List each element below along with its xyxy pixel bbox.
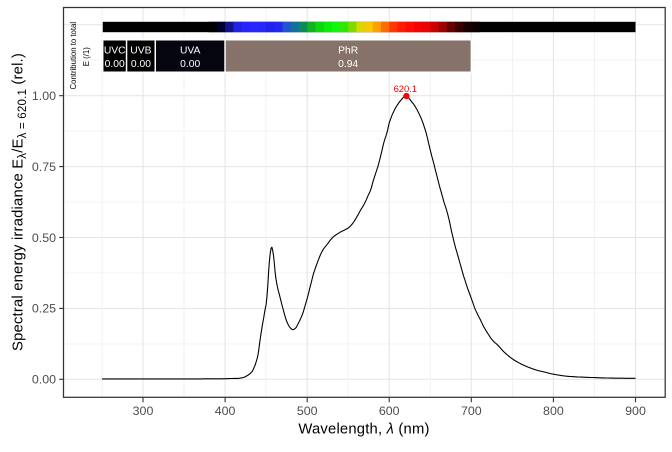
svg-text:800: 800 (543, 404, 564, 418)
svg-text:400: 400 (215, 404, 236, 418)
svg-text:0.00: 0.00 (105, 59, 125, 70)
svg-text:UVC: UVC (104, 45, 126, 56)
svg-text:1.00: 1.00 (32, 89, 56, 103)
svg-text:700: 700 (461, 404, 482, 418)
svg-text:0.75: 0.75 (32, 160, 56, 174)
svg-text:900: 900 (625, 404, 646, 418)
svg-text:0.00: 0.00 (131, 59, 151, 70)
svg-text:0.00: 0.00 (32, 373, 56, 387)
svg-text:UVA: UVA (180, 45, 201, 56)
svg-text:500: 500 (297, 404, 318, 418)
svg-text:0.00: 0.00 (180, 59, 200, 70)
svg-text:Contribution to total: Contribution to total (69, 22, 78, 90)
svg-text:Wavelength, λ (nm): Wavelength, λ (nm) (298, 422, 429, 438)
svg-text:300: 300 (133, 404, 154, 418)
svg-text:600: 600 (379, 404, 400, 418)
svg-text:620.1: 620.1 (394, 83, 417, 94)
svg-text:0.25: 0.25 (32, 302, 56, 316)
svg-text:0.94: 0.94 (338, 59, 358, 70)
svg-text:PhR: PhR (338, 45, 358, 56)
svg-text:0.50: 0.50 (32, 231, 56, 245)
svg-text:E (/1): E (/1) (82, 47, 91, 66)
svg-text:UVB: UVB (130, 45, 151, 56)
